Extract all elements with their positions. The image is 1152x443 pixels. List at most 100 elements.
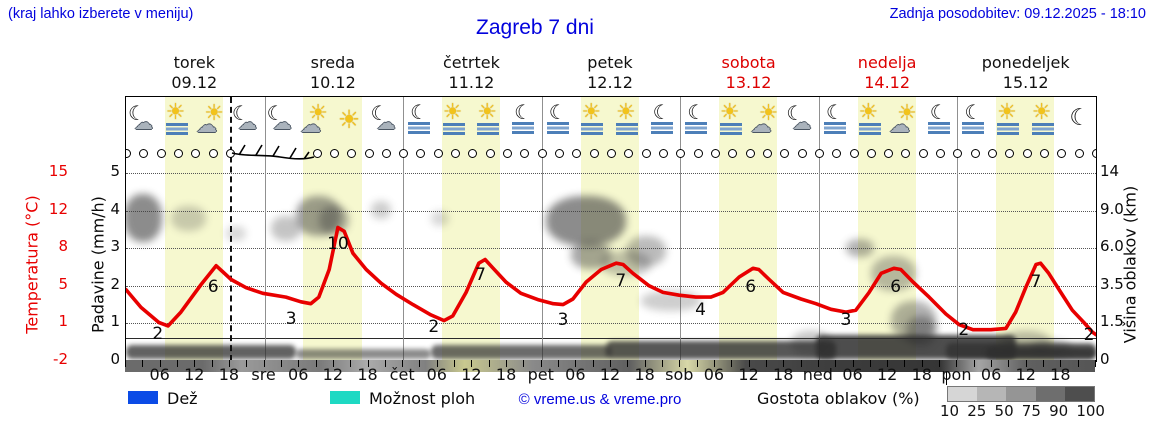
x-axis-label: 12 — [461, 365, 482, 384]
showers-legend-swatch — [330, 391, 360, 404]
x-axis-label: 12 — [184, 365, 205, 384]
sun-glyph: ☀ — [858, 100, 879, 125]
x-axis-label: 18 — [357, 365, 378, 384]
hour-tick — [1025, 360, 1027, 367]
day-date: 11.12 — [448, 73, 495, 92]
x-axis-label: 18 — [218, 365, 240, 384]
hour-tick — [765, 360, 767, 367]
hour-tick — [887, 360, 889, 367]
hour-tick — [991, 360, 993, 367]
current-time-line — [230, 97, 233, 361]
day-date: 15.12 — [1002, 73, 1049, 92]
daylight-band — [996, 97, 1055, 361]
weather-icon-moon-fog: ☾ — [646, 102, 680, 141]
chart-svg — [126, 144, 1096, 337]
calm-wind-circle — [589, 149, 599, 158]
temperature-value-label: 3 — [557, 310, 569, 331]
weather-icon-sun-fog: ☀ — [854, 100, 888, 141]
x-axis-label: 06 — [980, 365, 1002, 384]
hour-tick — [436, 360, 438, 367]
copyright-text: © vreme.us & vreme.pro — [518, 391, 682, 408]
day-date: 12.12 — [587, 73, 633, 92]
day-separator-line — [541, 97, 543, 361]
axis-tick-label: 0 — [110, 350, 120, 368]
weather-icon-moon-cloud: ☾ ☁ — [369, 103, 403, 141]
temperature-value-label: 2 — [958, 320, 970, 341]
hour-tick — [280, 360, 282, 367]
calm-wind-circle — [901, 149, 911, 158]
fog-lines — [858, 123, 881, 126]
axis-tick-label: 14 — [1100, 162, 1120, 180]
rain-legend-swatch — [128, 391, 158, 404]
weather-icon-sun-fog: ☀ — [992, 102, 1026, 141]
fog-lines — [719, 123, 742, 126]
calm-wind-circle — [451, 149, 461, 158]
calm-wind-circle — [329, 149, 339, 158]
density-tick-label: 90 — [1049, 402, 1069, 420]
calm-wind-circle — [832, 149, 842, 158]
hour-tick — [1043, 360, 1045, 367]
hour-tick — [194, 360, 196, 367]
temperature-value-label: 10 — [327, 234, 349, 255]
cloud-height-axis-label: Višina oblakov (km) — [1120, 185, 1140, 344]
hour-tick — [661, 360, 663, 367]
cloud-glyph: ☁ — [134, 112, 153, 134]
chart-plot-area: ☾ ☁ ☀ ☀ ☁ ☾ ☁ ☾ ☁ ☀ ☁ ☀ ☾ ☁ ☾ ☀ ☀ ☾ ☾ ☀ ☀ ☾ ☾ ☀ ☀ ☁ ☾ ☁ ☾ ☀ ☀ ☁ ☾ ☾ ☀ ☀ ☾ 2 6 3… — [125, 96, 1097, 362]
hour-tick — [1060, 360, 1062, 367]
x-axis-label: 18 — [634, 365, 655, 384]
temperature-value-label: 2 — [152, 324, 164, 345]
calm-wind-circle — [988, 149, 998, 158]
moon-glyph: ☾ — [1069, 105, 1090, 131]
calm-wind-circle — [814, 149, 824, 158]
calm-wind-circle — [208, 149, 218, 158]
x-axis-label: 18 — [495, 365, 517, 384]
weather-icon-moon-cloud: ☾ ☁ — [265, 103, 299, 141]
calm-wind-circle — [1005, 149, 1015, 158]
axis-tick-label: 4 — [110, 199, 120, 218]
hour-tick — [817, 360, 819, 367]
sun-glyph: ☀ — [308, 101, 328, 126]
weather-icon-sun-fog: ☀ — [161, 102, 195, 141]
weather-icon-moon-fog: ☾ — [542, 102, 576, 141]
x-axis-label: 06 — [842, 365, 863, 384]
calm-wind-circle — [1022, 149, 1032, 158]
moon-glyph: ☾ — [825, 100, 844, 124]
calm-wind-circle — [641, 149, 651, 158]
cloud-glyph: ☁ — [792, 112, 812, 134]
calm-wind-circle — [1040, 149, 1050, 158]
cloud-density-blob — [871, 256, 916, 291]
hour-tick — [956, 360, 958, 367]
sun-glyph: ☀ — [719, 100, 740, 125]
hour-tick — [904, 360, 906, 367]
x-axis-label: 18 — [1050, 365, 1071, 384]
hour-tick — [211, 360, 213, 367]
density-gradient-segment — [1006, 387, 1036, 401]
hour-tick — [696, 360, 698, 367]
temperature-value-label: 6 — [890, 276, 902, 297]
density-tick-label: 75 — [1021, 402, 1041, 420]
hour-tick — [731, 360, 733, 367]
axis-tick-label: 8 — [58, 237, 68, 256]
axis-tick-label: 9.0 — [1100, 199, 1124, 218]
hour-tick — [973, 360, 975, 367]
day-name: sobota — [721, 53, 776, 72]
fog-lines — [477, 123, 500, 126]
calm-wind-circle — [797, 149, 807, 158]
weather-icon-sun-cloud: ☀ ☁ — [299, 103, 333, 141]
cloud-glyph: ☁ — [889, 113, 911, 137]
cloud-glyph: ☁ — [272, 112, 292, 134]
hour-tick — [869, 360, 871, 367]
moon-glyph: ☾ — [514, 100, 532, 124]
hour-tick — [783, 360, 785, 367]
hour-tick — [540, 360, 542, 367]
axis-tick-label: 3.5 — [1100, 274, 1124, 293]
fog-lines — [165, 123, 188, 126]
cloud-density-gradient-ticks: 10 25 50 75 90 100 — [940, 402, 1105, 420]
moon-glyph: ☾ — [687, 100, 706, 124]
x-axis-label: 12 — [599, 365, 621, 384]
weather-icon-moon-cloud: ☾ ☁ — [230, 103, 264, 141]
calm-wind-circle — [918, 149, 928, 158]
hour-tick — [159, 360, 161, 367]
density-gradient-segment — [948, 387, 978, 401]
rain-legend-label: Dež — [167, 389, 198, 408]
